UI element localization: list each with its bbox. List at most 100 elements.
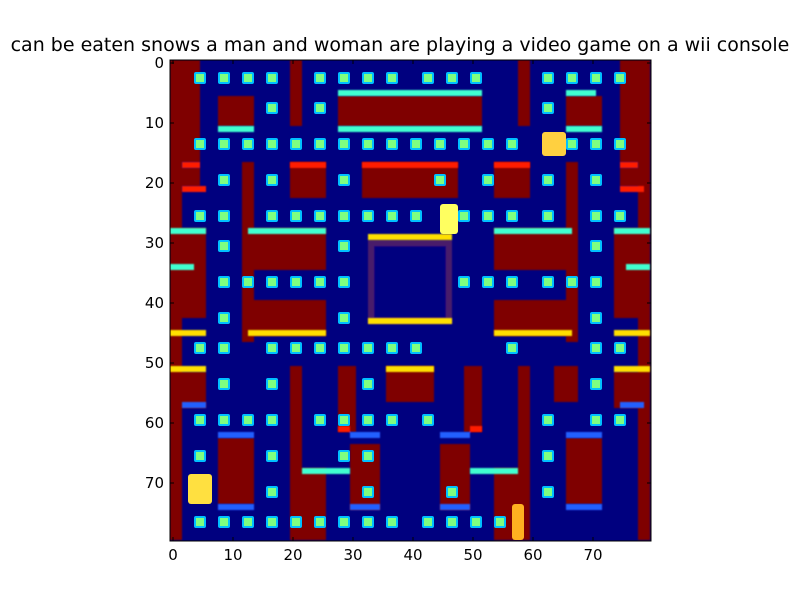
pellet xyxy=(196,140,204,148)
pellet xyxy=(196,344,204,352)
x-axis: 0 10 20 30 40 50 60 70 xyxy=(168,60,603,564)
pellet xyxy=(472,518,480,526)
pellet xyxy=(292,278,300,286)
pellet xyxy=(424,518,432,526)
wall-edges xyxy=(170,90,650,510)
pellet xyxy=(268,488,276,496)
wall-segment xyxy=(494,228,572,270)
sprites xyxy=(188,132,566,540)
pellet xyxy=(424,416,432,424)
wall-segment xyxy=(554,366,578,402)
pellet xyxy=(472,74,480,82)
wall-segment xyxy=(518,366,530,540)
wall-segment xyxy=(566,438,602,504)
wall-edge xyxy=(440,504,470,510)
pellet xyxy=(196,212,204,220)
y-axis: 0 10 20 30 40 50 60 70 xyxy=(145,54,651,492)
pellet xyxy=(508,278,516,286)
pellet xyxy=(388,74,396,82)
pellet xyxy=(508,344,516,352)
pellet xyxy=(316,104,324,112)
wall-segment xyxy=(566,96,602,126)
wall-edge xyxy=(620,402,644,408)
pellet xyxy=(268,380,276,388)
pellet xyxy=(544,104,552,112)
wall-edge xyxy=(566,126,602,132)
wall-segment xyxy=(620,60,638,162)
pellet xyxy=(220,278,228,286)
pellet xyxy=(316,416,324,424)
wall-edge xyxy=(170,264,194,270)
y-tick-label: 20 xyxy=(145,174,164,192)
pellet xyxy=(268,212,276,220)
pellet xyxy=(364,452,372,460)
wall-segment xyxy=(290,60,302,126)
wall-edge xyxy=(620,186,644,192)
wall-edge xyxy=(248,330,326,336)
pellet xyxy=(340,74,348,82)
pellet xyxy=(340,140,348,148)
ghost-sprite xyxy=(542,132,566,156)
pellet xyxy=(484,278,492,286)
x-tick-label: 20 xyxy=(283,546,302,564)
pellet xyxy=(388,416,396,424)
pellet xyxy=(436,176,444,184)
pellet xyxy=(292,140,300,148)
pellet xyxy=(196,74,204,82)
wall-edge xyxy=(614,366,650,372)
pellet xyxy=(364,212,372,220)
pellet xyxy=(340,518,348,526)
pellet xyxy=(220,176,228,184)
wall-edge xyxy=(182,162,200,168)
wall-edge xyxy=(470,426,482,432)
pellet xyxy=(364,344,372,352)
pellet xyxy=(484,176,492,184)
wall-edge xyxy=(386,366,434,372)
pellet xyxy=(436,140,444,148)
player-sprite xyxy=(440,204,458,234)
pellet xyxy=(268,74,276,82)
wall-edge xyxy=(494,162,530,168)
pellet xyxy=(268,104,276,112)
pellets xyxy=(194,72,626,528)
pellet xyxy=(196,452,204,460)
pellet xyxy=(364,518,372,526)
x-tick-label: 70 xyxy=(583,546,602,564)
wall-edge xyxy=(566,504,602,510)
pellet xyxy=(544,212,552,220)
wall-edge xyxy=(218,432,254,438)
pellet xyxy=(292,212,300,220)
pellet xyxy=(592,344,600,352)
wall-segment xyxy=(440,444,470,510)
pellet xyxy=(244,74,252,82)
pellet xyxy=(244,140,252,148)
wall-edge xyxy=(566,90,596,96)
wall-segment xyxy=(518,60,530,126)
game-board xyxy=(170,60,651,541)
pellet xyxy=(592,176,600,184)
pellet xyxy=(316,140,324,148)
maze-walls xyxy=(170,60,650,540)
pellet xyxy=(220,380,228,388)
pellet xyxy=(340,344,348,352)
pellet xyxy=(316,278,324,286)
wall-segment xyxy=(182,60,200,162)
pellet xyxy=(496,518,504,526)
pellet xyxy=(544,488,552,496)
wall-edge xyxy=(440,432,470,438)
x-tick-label: 10 xyxy=(223,546,242,564)
y-tick-label: 40 xyxy=(145,294,164,312)
pellet xyxy=(508,212,516,220)
pellet xyxy=(340,212,348,220)
figure-caption: can be eaten snows a man and woman are p… xyxy=(10,34,790,56)
pellet xyxy=(616,344,624,352)
wall-segment xyxy=(170,228,206,318)
pellet xyxy=(316,212,324,220)
pellet xyxy=(448,74,456,82)
pellet xyxy=(316,344,324,352)
x-tick-label: 40 xyxy=(403,546,422,564)
pellet xyxy=(592,314,600,322)
wall-edge xyxy=(614,228,650,234)
pellet xyxy=(220,74,228,82)
pellet xyxy=(220,314,228,322)
